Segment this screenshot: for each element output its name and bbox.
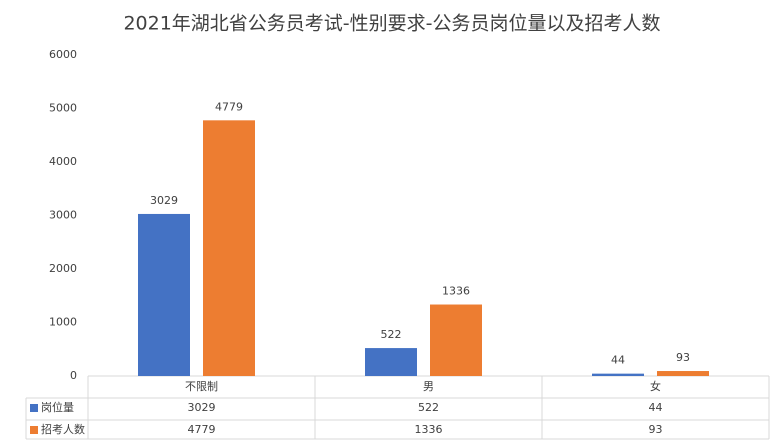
y-tick-label: 6000 bbox=[49, 48, 77, 61]
legend-key bbox=[30, 426, 38, 434]
table-cell: 4779 bbox=[188, 423, 216, 436]
data-label: 3029 bbox=[150, 194, 178, 207]
y-tick-label: 2000 bbox=[49, 262, 77, 275]
legend-label: 岗位量 bbox=[41, 400, 74, 414]
data-label: 4779 bbox=[215, 100, 243, 113]
data-label: 1336 bbox=[442, 285, 470, 298]
bar bbox=[203, 120, 255, 376]
y-tick-label: 5000 bbox=[49, 102, 77, 115]
table-cell: 93 bbox=[649, 423, 663, 436]
chart-title: 2021年湖北省公务员考试-性别要求-公务员岗位量以及招考人数 bbox=[123, 13, 660, 35]
y-tick-label: 1000 bbox=[49, 316, 77, 329]
y-tick-label: 4000 bbox=[49, 155, 77, 168]
data-label: 522 bbox=[381, 328, 402, 341]
bar bbox=[138, 213, 190, 376]
table-cell: 1336 bbox=[415, 423, 443, 436]
legend-label: 招考人数 bbox=[41, 422, 85, 436]
x-tick-label: 女 bbox=[650, 379, 661, 393]
table-cell: 522 bbox=[418, 401, 439, 414]
bar bbox=[592, 373, 644, 376]
bar bbox=[430, 304, 482, 376]
y-tick-label: 3000 bbox=[49, 209, 77, 222]
data-label: 93 bbox=[676, 351, 690, 364]
x-tick-label: 不限制 bbox=[185, 380, 218, 393]
x-tick-label: 男 bbox=[423, 380, 434, 393]
bar bbox=[365, 348, 417, 376]
y-tick-label: 0 bbox=[70, 369, 77, 382]
table-cell: 3029 bbox=[188, 401, 216, 414]
legend-key bbox=[30, 404, 38, 412]
table-cell: 44 bbox=[649, 401, 663, 414]
data-label: 44 bbox=[611, 354, 625, 367]
bar bbox=[657, 371, 709, 376]
